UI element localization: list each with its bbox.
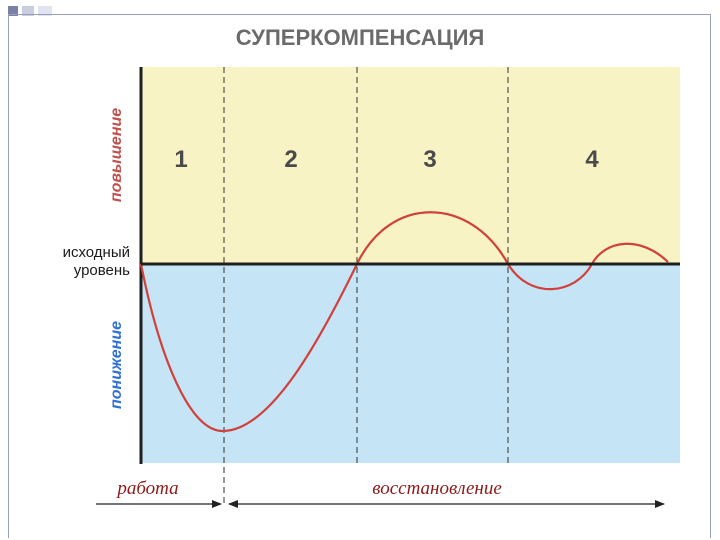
corner-decoration <box>8 6 54 16</box>
phase-label-1: 1 <box>174 146 187 173</box>
diagram-title: СУПЕРКОМПЕНСАЦИЯ <box>236 25 485 50</box>
decrease-zone <box>141 264 680 463</box>
work-label: работа <box>115 478 178 499</box>
phase-label-4: 4 <box>585 146 599 173</box>
frame-left-line <box>8 14 9 538</box>
frame-top-line <box>8 14 711 15</box>
baseline-label-line1: исходный <box>63 244 130 261</box>
increase-label: повышение <box>108 108 125 202</box>
frame-right-line <box>710 14 711 538</box>
baseline-label-line2: уровень <box>74 262 130 279</box>
phase-label-2: 2 <box>284 146 297 173</box>
decrease-label: понижение <box>108 321 125 409</box>
phase-label-3: 3 <box>423 146 436 173</box>
recovery-label: восстановление <box>372 478 502 499</box>
increase-zone <box>141 67 680 264</box>
